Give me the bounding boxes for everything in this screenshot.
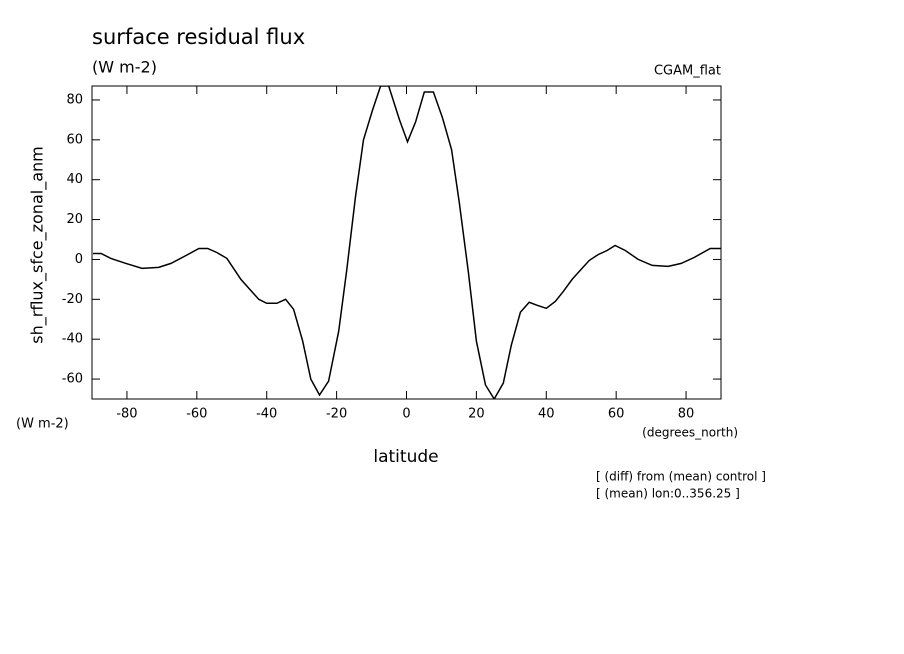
y-tick-label: -40 [62, 332, 83, 347]
y-units: (W m-2) [16, 417, 69, 432]
x-tick-label: -80 [116, 407, 137, 422]
y-tick-label: 0 [75, 252, 83, 267]
x-tick-label: -20 [326, 407, 347, 422]
data-line [93, 86, 721, 399]
y-tick-label: 60 [66, 132, 83, 147]
x-tick-label: -60 [186, 407, 207, 422]
x-tick-label: 20 [468, 407, 485, 422]
y-tick-label: 20 [66, 212, 83, 227]
y-tick-label: -60 [62, 372, 83, 387]
y-tick-label: -20 [62, 292, 83, 307]
x-units: (degrees_north) [642, 426, 738, 440]
chart-title: surface residual flux [92, 25, 305, 49]
x-tick-label: 0 [402, 407, 410, 422]
y-tick-label: 80 [66, 92, 83, 107]
y-tick-label: 40 [66, 172, 83, 187]
plot-frame [91, 85, 722, 400]
x-axis-label: latitude [373, 447, 438, 467]
x-tick-label: -40 [256, 407, 277, 422]
dataset-label: CGAM_flat [654, 64, 721, 79]
x-tick-label: 40 [538, 407, 555, 422]
annotation: [ (diff) from (mean) control ] [596, 470, 766, 484]
annotation: [ (mean) lon:0..356.25 ] [596, 487, 740, 501]
x-tick-label: 80 [678, 407, 695, 422]
x-tick-label: 60 [608, 407, 625, 422]
chart-subtitle: (W m-2) [92, 58, 157, 77]
y-axis-label: sh_rflux_sfce_zonal_anm [28, 146, 48, 343]
